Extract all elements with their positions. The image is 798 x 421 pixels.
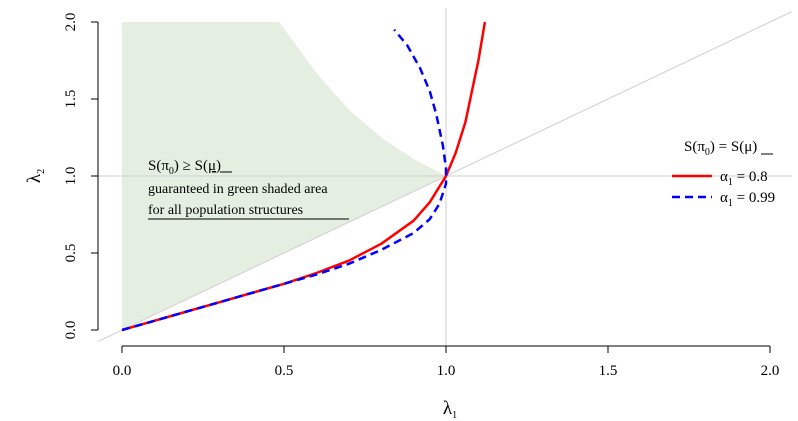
legend-label-red: α1 = 0.8 — [720, 169, 768, 188]
y-tick-label: 0.5 — [63, 244, 79, 263]
legend-title: S(π0) = S(μ) — [684, 139, 757, 158]
x-tick-label: 0.0 — [113, 363, 132, 379]
x-axis-title: λ1 — [443, 398, 457, 421]
y-tick-label: 0.0 — [63, 321, 79, 340]
annotation-line-2: guaranteed in green shaded area — [148, 182, 328, 197]
y-tick-label: 1.5 — [63, 90, 79, 109]
legend-label-blue: α1 = 0.99 — [720, 190, 775, 209]
reference-line-diagonal — [98, 10, 792, 342]
y-axis-title: λ2 — [24, 169, 47, 183]
axes: 0.0 0.5 1.0 1.5 2.0 0.0 0.5 1.0 1.5 2.0 — [63, 13, 779, 379]
x-tick-label: 1.5 — [599, 363, 618, 379]
y-tick-label: 1.0 — [63, 167, 79, 186]
x-tick-label: 2.0 — [761, 363, 780, 379]
x-tick-label: 0.5 — [275, 363, 294, 379]
legend: S(π0) = S(μ) α1 = 0.8 α1 = 0.99 — [672, 139, 775, 209]
series-line-blue-dashed — [121, 28, 448, 332]
shaded-area-annotation: S(π0) ≥ S(μ) guaranteed in green shaded … — [148, 158, 349, 220]
series-line-red-solid — [121, 21, 487, 332]
x-tick-label: 1.0 — [437, 363, 456, 379]
annotation-line-1: S(π0) ≥ S(μ) — [148, 158, 221, 177]
annotation-line-3: for all population structures — [148, 203, 303, 218]
plot-area — [98, 8, 792, 346]
y-tick-label: 2.0 — [63, 13, 79, 32]
